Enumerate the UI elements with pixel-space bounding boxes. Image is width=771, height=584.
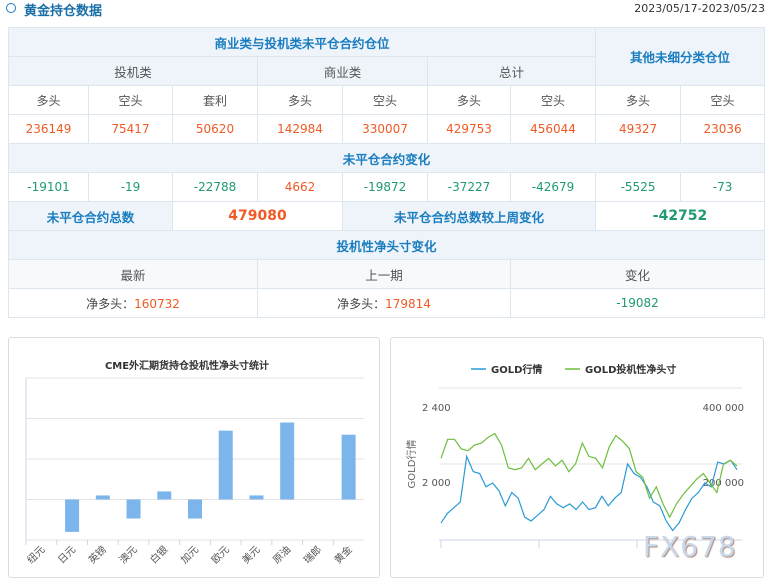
position-value: 50620 xyxy=(172,114,258,144)
position-value: 23036 xyxy=(680,114,766,144)
change-value: -42679 xyxy=(509,172,597,202)
bar-澳元[interactable] xyxy=(126,499,141,519)
position-value: 49327 xyxy=(595,114,682,144)
change-value: -37227 xyxy=(427,172,511,202)
sub-header: 多头 xyxy=(8,85,89,115)
group-title: 商业类与投机类未平仓合约仓位 xyxy=(7,27,597,57)
x-tick-label: 白银 xyxy=(147,543,170,566)
total-change-value: -42752 xyxy=(595,201,766,231)
x-tick-label: 加元 xyxy=(178,544,201,567)
category-commercial: 商业类 xyxy=(257,56,428,86)
position-value: 330007 xyxy=(342,114,428,144)
x-tick-label: 澳元 xyxy=(116,543,139,566)
positions-table: 商业类与投机类未平仓合约仓位 其他未细分类仓位 投机类 商业类 总计 多头 空头套… xyxy=(7,27,766,318)
sub-header: 空头 xyxy=(509,85,597,115)
legend-gold-net[interactable]: GOLD投机性净头寸 xyxy=(585,363,676,376)
bar-美元[interactable] xyxy=(249,495,264,500)
y-axis-title: GOLD行情 xyxy=(405,440,418,489)
bar-白银[interactable] xyxy=(157,491,172,500)
chart-title: CME外汇期货持仓投机性净头寸统计 xyxy=(105,359,269,372)
bar-欧元[interactable] xyxy=(218,430,233,500)
left-tick-2000: 2 000 xyxy=(422,478,451,489)
position-value: 236149 xyxy=(8,114,89,144)
watermark: FX678 xyxy=(643,530,737,563)
line-chart: GOLD行情 GOLD投机性净头寸 2 400 2 000 400 000 200 000… xyxy=(405,363,744,548)
position-value: 142984 xyxy=(257,114,343,144)
net-header-prev: 上一期 xyxy=(257,259,511,289)
x-tick-label: 欧元 xyxy=(209,544,232,567)
sub-header: 多头 xyxy=(257,85,343,115)
category-speculative: 投机类 xyxy=(8,56,258,86)
change-value: -73 xyxy=(680,172,766,202)
position-value: 456044 xyxy=(509,114,597,144)
position-value: 75417 xyxy=(88,114,173,144)
bar-日元[interactable] xyxy=(65,499,80,532)
x-tick-label: 黄金 xyxy=(331,543,354,566)
x-tick-label: 英镑 xyxy=(86,543,109,566)
right-tick-400000: 400 000 xyxy=(703,403,744,414)
x-tick-label: 瑞郎 xyxy=(301,543,324,566)
sub-header: 空头 xyxy=(680,85,766,115)
x-tick-label: 纽元 xyxy=(24,543,47,566)
sub-header: 空头 xyxy=(342,85,428,115)
change-title: 未平仓合约变化 xyxy=(7,143,766,173)
bar-原油[interactable] xyxy=(280,422,295,500)
change-value: -5525 xyxy=(595,172,682,202)
sub-header: 空头 xyxy=(88,85,173,115)
change-value: -19 xyxy=(88,172,173,202)
x-tick-label: 美元 xyxy=(239,543,262,566)
net-title: 投机性净头寸变化 xyxy=(7,230,766,260)
sub-header: 多头 xyxy=(427,85,511,115)
page-title: 黄金持仓数据 xyxy=(24,4,103,19)
legend-gold-price[interactable]: GOLD行情 xyxy=(491,363,542,376)
change-value: -22788 xyxy=(172,172,258,202)
gold-net-position-line[interactable] xyxy=(440,432,738,519)
total-change-label: 未平仓合约总数较上周变化 xyxy=(341,201,597,231)
sub-header: 套利 xyxy=(172,85,258,115)
right-tick-200000: 200 000 xyxy=(703,478,744,489)
x-tick-label: 日元 xyxy=(56,544,78,566)
gold-price-line[interactable] xyxy=(440,454,738,532)
net-header-latest: 最新 xyxy=(8,259,258,289)
line-chart-panel: GOLD行情 GOLD投机性净头寸 2 400 2 000 400 000 200 000… xyxy=(390,337,764,578)
net-header-change: 变化 xyxy=(509,259,766,289)
bar-加元[interactable] xyxy=(188,499,202,519)
other-title: 其他未细分类仓位 xyxy=(595,27,766,86)
change-value: 4662 xyxy=(257,172,343,202)
bar-黄金[interactable] xyxy=(341,434,356,500)
bar-chart-panel: CME外汇期货持仓投机性净头寸统计纽元 日元 英镑 澳元 白银 加元 欧元 美元 原油 瑞郎 黄金 xyxy=(8,337,380,578)
date-range: 2023/05/17-2023/05/23 xyxy=(634,2,765,15)
circle-icon xyxy=(6,3,16,13)
change-value: -19101 xyxy=(8,172,89,202)
bar-英镑[interactable] xyxy=(95,495,110,500)
page-header: 黄金持仓数据 2023/05/17-2023/05/23 xyxy=(0,0,771,20)
total-label: 未平仓合约总数 xyxy=(8,201,173,231)
net-change: -19082 xyxy=(509,288,766,318)
total-value: 479080 xyxy=(172,201,343,231)
category-total: 总计 xyxy=(426,56,597,86)
left-tick-2400: 2 400 xyxy=(422,403,451,414)
net-latest: 净多头：160732 xyxy=(8,288,258,318)
net-prev: 净多头：179814 xyxy=(257,288,511,318)
change-value: -19872 xyxy=(342,172,428,202)
sub-header: 多头 xyxy=(595,85,682,115)
x-tick-label: 原油 xyxy=(270,543,293,566)
position-value: 429753 xyxy=(427,114,511,144)
